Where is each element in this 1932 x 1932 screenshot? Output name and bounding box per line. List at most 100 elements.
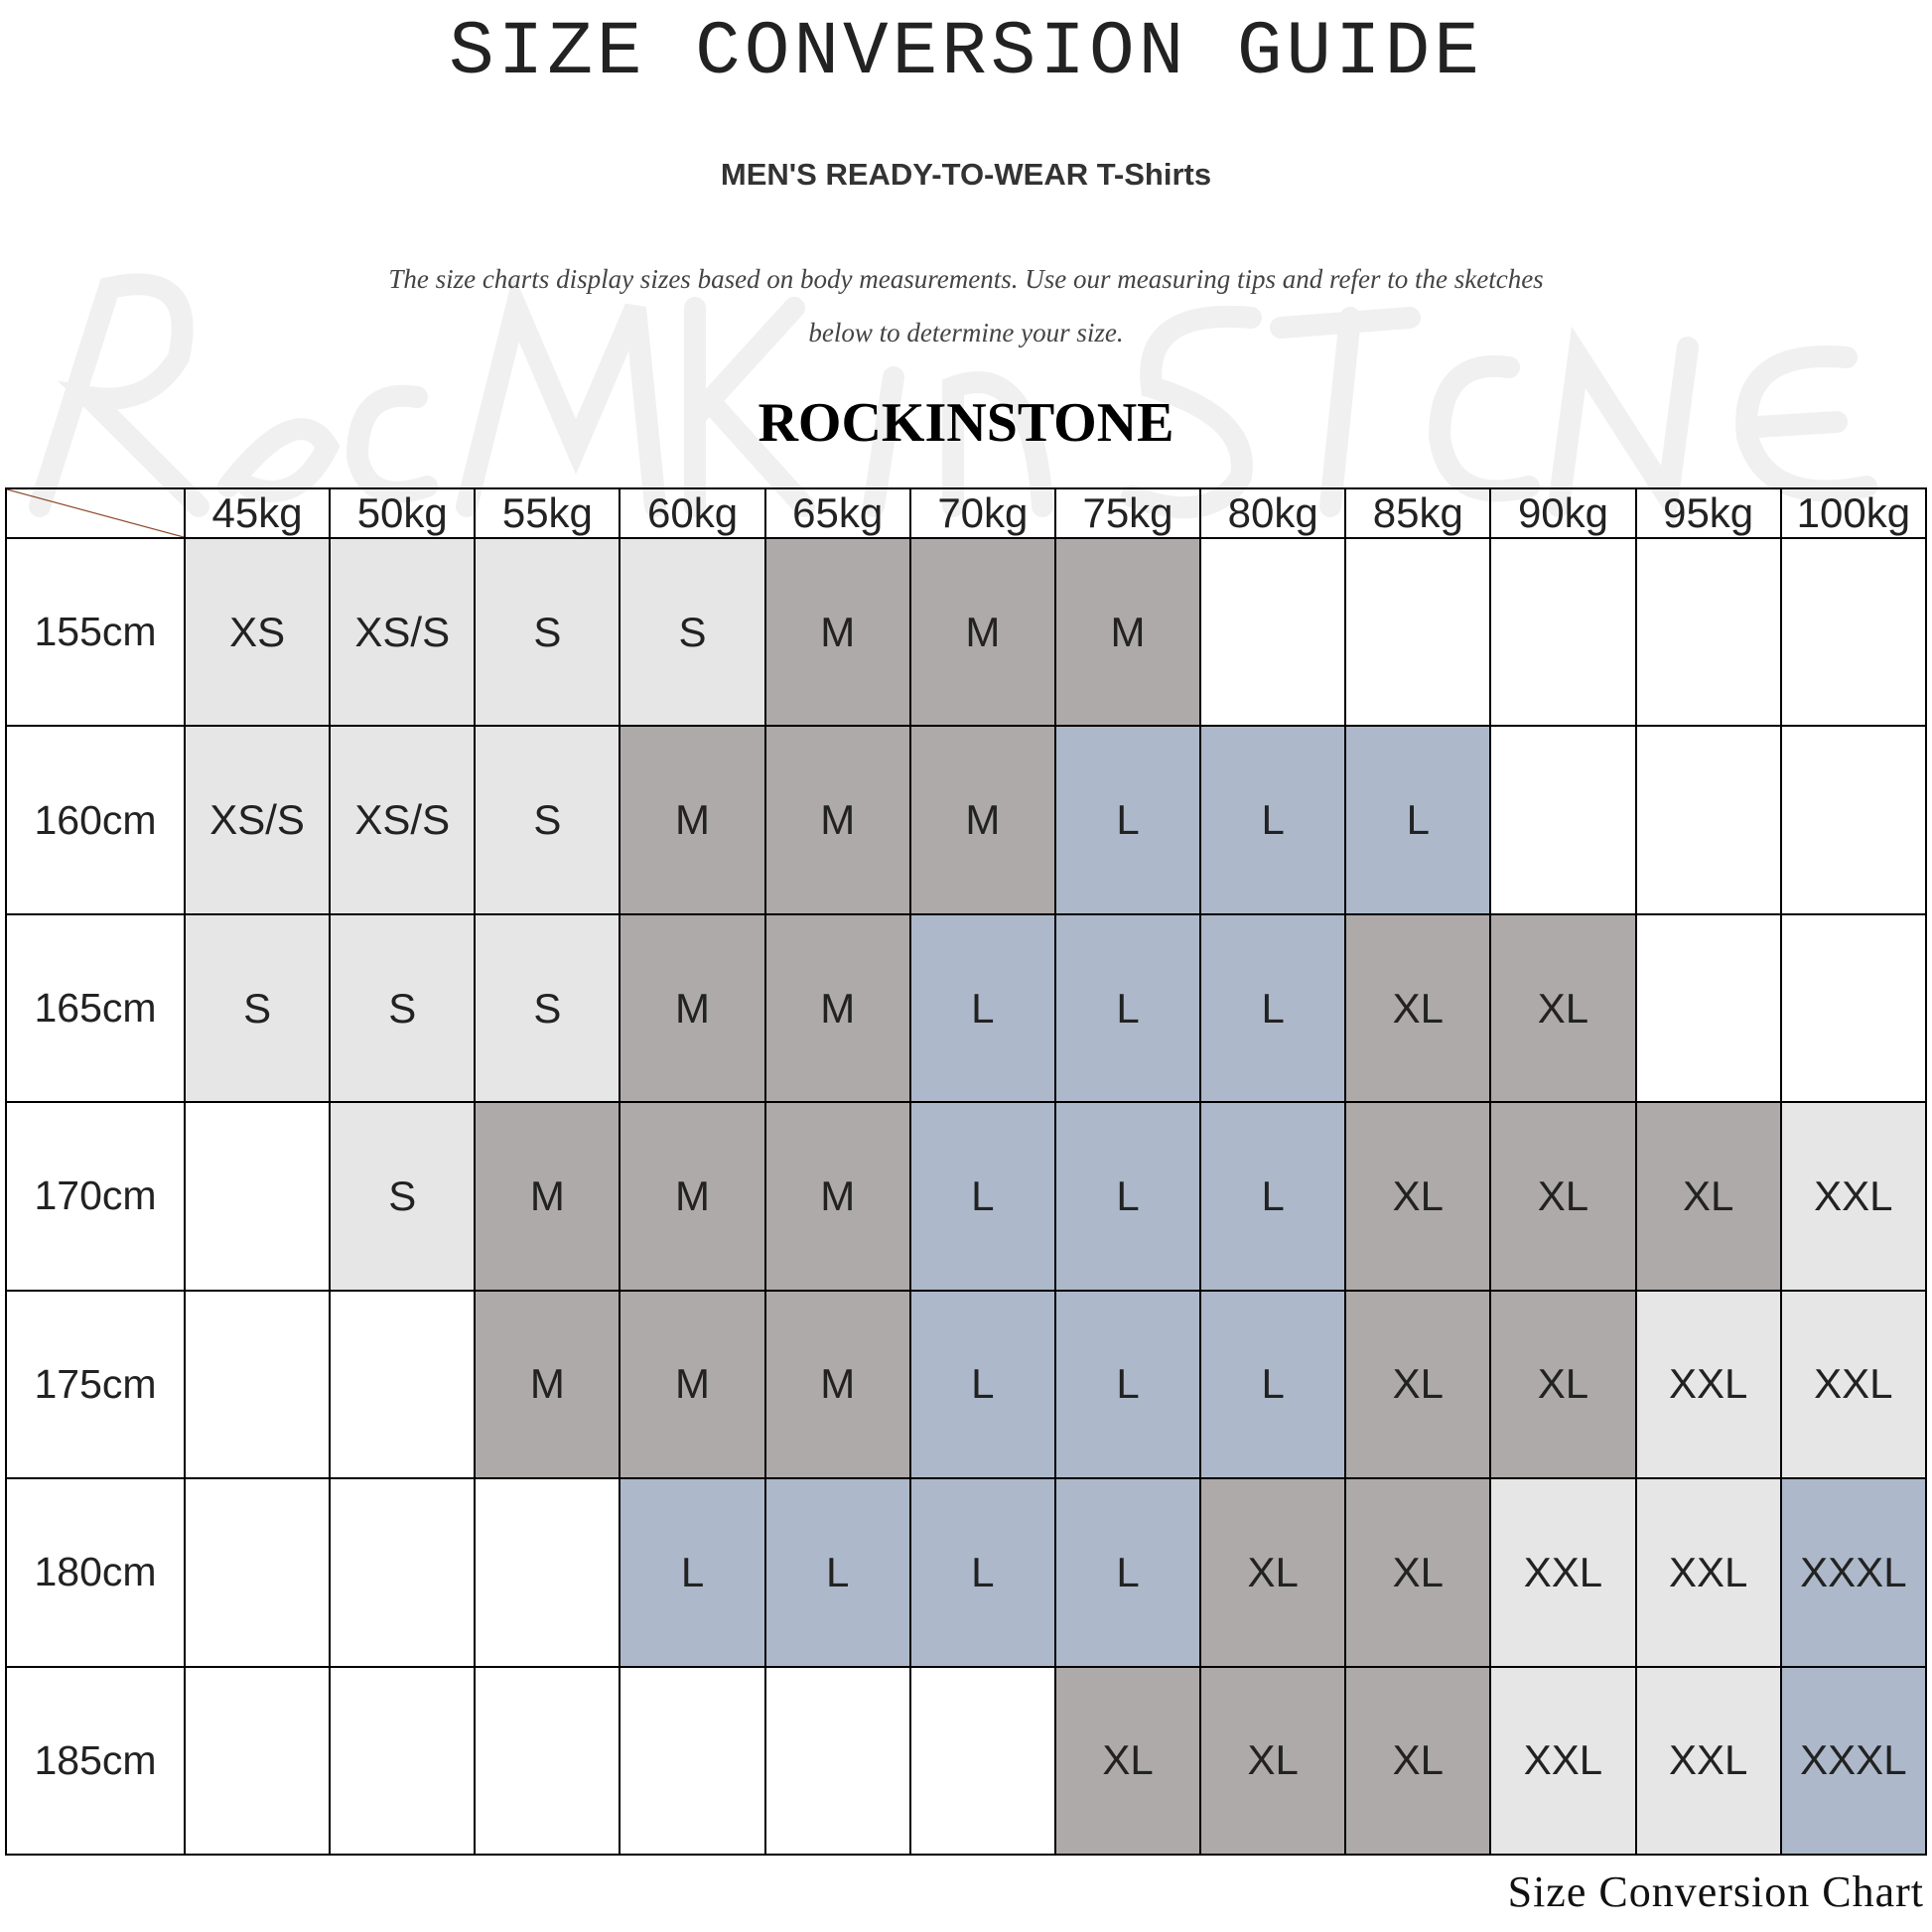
size-cell: L xyxy=(908,912,1056,1104)
weight-header: 70kg xyxy=(908,487,1056,539)
size-cell: M xyxy=(908,536,1056,728)
weight-header: 80kg xyxy=(1199,487,1347,539)
size-cell: XXL xyxy=(1634,1665,1782,1857)
size-cell: M xyxy=(619,912,766,1104)
size-cell xyxy=(1634,725,1782,915)
size-cell xyxy=(329,1477,477,1668)
size-cell: L xyxy=(763,1477,911,1668)
weight-header: 90kg xyxy=(1489,487,1637,539)
size-cell: M xyxy=(619,725,766,915)
subtitle: MEN'S READY-TO-WEAR T-Shirts xyxy=(720,157,1212,192)
size-cell xyxy=(763,1665,911,1857)
size-cell xyxy=(1489,725,1637,915)
size-cell: XXL xyxy=(1634,1477,1782,1668)
footer-caption: Size Conversion Chart xyxy=(1507,1867,1924,1916)
weight-header: 45kg xyxy=(183,487,332,539)
size-cell: S xyxy=(474,725,621,915)
size-cell: M xyxy=(1053,536,1202,728)
table-row: 175cm M M M L L L XL XL XXL XXL xyxy=(5,1289,1928,1480)
description-line-1: The size charts display sizes based on b… xyxy=(388,264,1544,294)
size-cell xyxy=(183,1101,332,1292)
size-cell: XS/S xyxy=(329,725,477,915)
size-cell: M xyxy=(908,725,1056,915)
size-cell: M xyxy=(763,912,911,1104)
size-cell: M xyxy=(763,1101,911,1292)
size-cell xyxy=(1199,536,1347,728)
height-header: 175cm xyxy=(5,1289,186,1480)
size-cell: L xyxy=(619,1477,766,1668)
diagonal-line xyxy=(7,489,184,537)
weight-header: 85kg xyxy=(1344,487,1492,539)
size-cell xyxy=(619,1665,766,1857)
size-cell: XXL xyxy=(1634,1289,1782,1480)
size-cell: M xyxy=(763,1289,911,1480)
size-cell: XL xyxy=(1053,1665,1202,1857)
size-cell: L xyxy=(908,1477,1056,1668)
size-cell xyxy=(908,1665,1056,1857)
size-cell: L xyxy=(1199,1101,1347,1292)
size-cell: XL xyxy=(1344,912,1492,1104)
size-cell: L xyxy=(1199,912,1347,1104)
size-cell xyxy=(1634,536,1782,728)
size-cell: S xyxy=(329,1101,477,1292)
size-cell xyxy=(1779,912,1928,1104)
size-cell: M xyxy=(763,536,911,728)
size-cell: L xyxy=(1199,1289,1347,1480)
size-cell: M xyxy=(619,1101,766,1292)
size-cell xyxy=(1344,536,1492,728)
size-cell: L xyxy=(1199,725,1347,915)
size-cell xyxy=(329,1665,477,1857)
height-header: 165cm xyxy=(5,912,186,1104)
weight-header: 100kg xyxy=(1779,487,1928,539)
brand-name: ROCKINSTONE xyxy=(758,392,1174,454)
height-header: 185cm xyxy=(5,1665,186,1857)
weight-header: 65kg xyxy=(763,487,911,539)
corner-cell xyxy=(5,487,186,539)
size-cell: S xyxy=(329,912,477,1104)
size-cell: XL xyxy=(1199,1477,1347,1668)
weight-header: 75kg xyxy=(1053,487,1202,539)
size-cell: XS xyxy=(183,536,332,728)
size-cell xyxy=(183,1477,332,1668)
size-cell: S xyxy=(183,912,332,1104)
size-cell: XXL xyxy=(1779,1101,1928,1292)
size-cell: XXXL xyxy=(1779,1665,1928,1857)
size-cell: XL xyxy=(1199,1665,1347,1857)
size-cell: XS/S xyxy=(329,536,477,728)
size-cell: S xyxy=(474,912,621,1104)
weight-header: 55kg xyxy=(474,487,621,539)
size-cell xyxy=(1779,536,1928,728)
size-cell: XXL xyxy=(1489,1477,1637,1668)
size-cell: L xyxy=(908,1289,1056,1480)
size-cell: XL xyxy=(1489,912,1637,1104)
size-chart-table: 45kg 50kg 55kg 60kg 65kg 70kg 75kg 80kg 85kg 90kg… xyxy=(5,487,1928,1857)
weight-header: 50kg xyxy=(329,487,477,539)
size-cell xyxy=(474,1665,621,1857)
weight-header: 60kg xyxy=(619,487,766,539)
size-cell: XL xyxy=(1634,1101,1782,1292)
size-cell xyxy=(474,1477,621,1668)
size-cell: L xyxy=(1053,1101,1202,1292)
header-row: 45kg 50kg 55kg 60kg 65kg 70kg 75kg 80kg 85kg 90kg… xyxy=(5,487,1928,539)
size-cell: XL xyxy=(1489,1101,1637,1292)
description-line-2: below to determine your size. xyxy=(808,318,1124,347)
size-cell: XL xyxy=(1344,1289,1492,1480)
table-row: 185cm XL XL XL XXL XXL XXXL xyxy=(5,1665,1928,1857)
size-cell xyxy=(329,1289,477,1480)
height-header: 155cm xyxy=(5,536,186,728)
size-cell: M xyxy=(474,1289,621,1480)
size-cell: L xyxy=(1053,1477,1202,1668)
size-cell xyxy=(1779,725,1928,915)
table-row: 180cm L L L L XL XL XXL XXL XXXL xyxy=(5,1477,1928,1668)
size-cell: M xyxy=(763,725,911,915)
size-cell: L xyxy=(1344,725,1492,915)
size-cell: XS/S xyxy=(183,725,332,915)
table-row: 170cm S M M M L L L XL XL XL XXL xyxy=(5,1101,1928,1292)
size-cell xyxy=(183,1665,332,1857)
size-cell xyxy=(1634,912,1782,1104)
page-title: SIZE CONVERSION GUIDE xyxy=(449,10,1483,95)
size-cell: L xyxy=(1053,725,1202,915)
table-row: 160cm XS/S XS/S S M M M L L L xyxy=(5,725,1928,915)
height-header: 180cm xyxy=(5,1477,186,1668)
table-row: 155cm XS XS/S S S M M M xyxy=(5,536,1928,728)
